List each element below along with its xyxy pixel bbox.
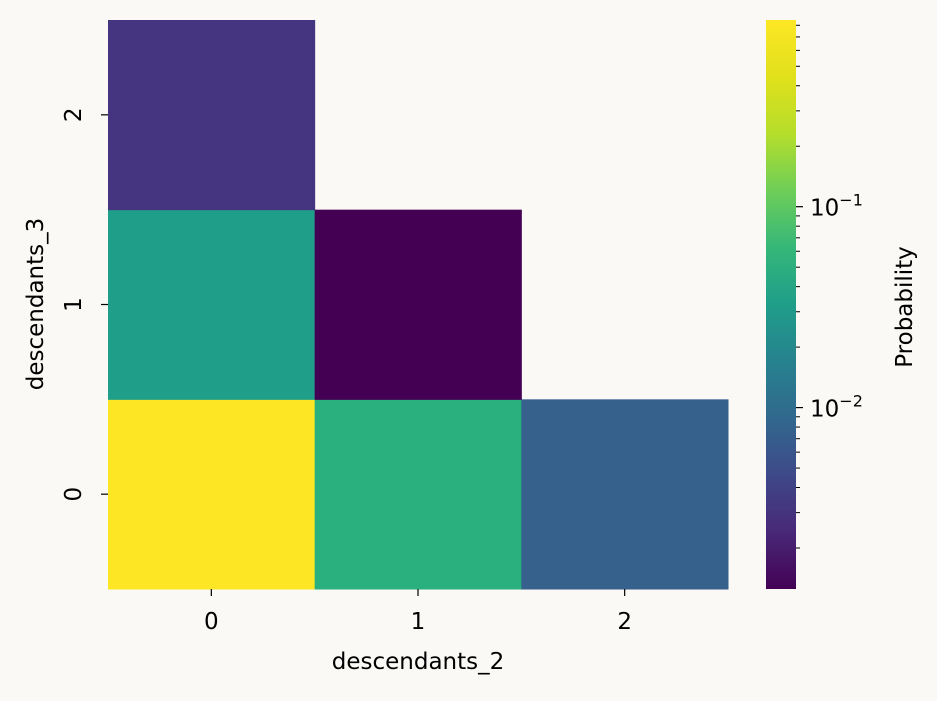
heatmap-cell-x0-y0 xyxy=(108,399,316,590)
heatmap-cells xyxy=(108,20,729,590)
x-tick-label: 0 xyxy=(204,609,219,635)
x-axis-label: descendants_2 xyxy=(332,649,505,675)
x-tick-label: 1 xyxy=(411,609,426,635)
colorbar-tick-label: 10−2 xyxy=(810,392,863,423)
colorbar-label: Probability xyxy=(892,246,918,368)
axes: 0 1 2 0 1 2 xyxy=(61,108,632,635)
heatmap-cell-x0-y2 xyxy=(108,20,316,211)
heatmap-cell-x1-y0 xyxy=(314,399,522,590)
colorbar: 10−1 10−2 xyxy=(766,20,863,589)
heatmap-cell-x0-y1 xyxy=(108,209,316,400)
y-tick-label: 2 xyxy=(61,108,87,123)
x-tick-label: 2 xyxy=(617,609,632,635)
y-tick-label: 1 xyxy=(61,297,87,312)
y-axis-label: descendants_3 xyxy=(23,218,49,391)
colorbar-tick-label: 10−1 xyxy=(810,191,863,222)
heatmap-cell-x1-y1 xyxy=(314,209,522,400)
y-tick-label: 0 xyxy=(61,487,87,502)
heatmap-cell-x2-y0 xyxy=(521,399,729,590)
colorbar-gradient xyxy=(766,20,796,589)
